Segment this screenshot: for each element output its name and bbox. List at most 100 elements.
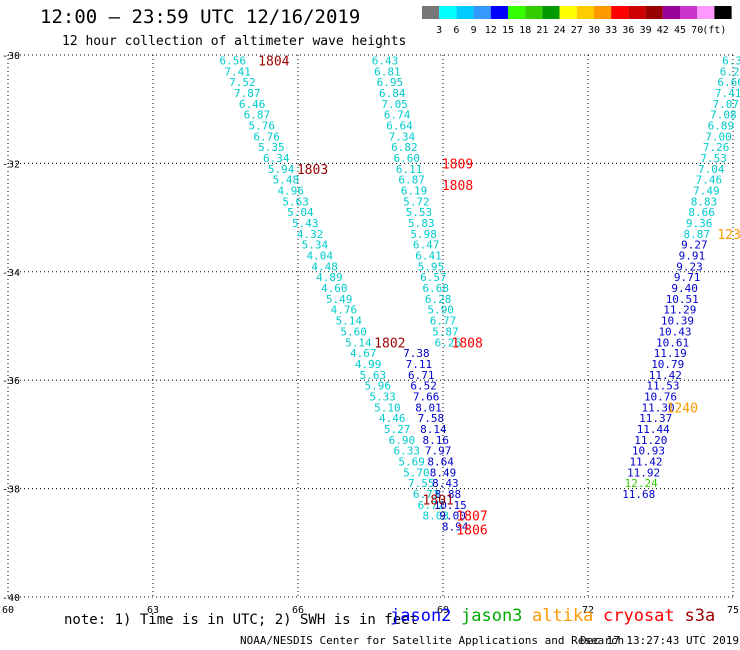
wave-height-value: 8.16 — [423, 434, 450, 447]
wave-height-value: 6.43 — [372, 54, 399, 67]
pass-label: 1806 — [456, 523, 487, 538]
wave-height-value: 5.33 — [369, 390, 396, 403]
wave-height-value: 6.81 — [374, 65, 401, 78]
colorbar-swatch — [645, 6, 663, 19]
y-tick-label: -38 — [2, 485, 20, 496]
wave-height-value: 4.99 — [355, 358, 382, 371]
wave-height-value: 6.87 — [244, 109, 271, 122]
wave-height-value: 10.51 — [666, 293, 699, 306]
mission-altika: altika — [532, 606, 594, 626]
wave-height-value: 8.66 — [688, 206, 715, 219]
wave-height-value: 6.71 — [408, 369, 435, 382]
x-tick-label: 66 — [292, 605, 304, 616]
wave-height-value: 7.55 — [408, 477, 435, 490]
wave-height-value: 6.64 — [386, 119, 413, 132]
wave-height-value: 10.39 — [661, 315, 694, 328]
wave-height-value: 8.49 — [430, 466, 457, 479]
footer-timestamp: Dec 17 13:27:43 UTC 2019 — [580, 634, 739, 647]
wave-height-value: 7.66 — [413, 390, 440, 403]
wave-height-value: 6.11 — [396, 163, 423, 176]
y-tick-label: -34 — [2, 268, 20, 279]
wave-height-value: 11.44 — [637, 423, 670, 436]
colorbar-label: 42 — [657, 25, 669, 36]
pass-label: 1239 — [717, 228, 740, 243]
colorbar-label: (ft) — [702, 25, 726, 36]
wave-height-value: 5.90 — [427, 304, 454, 317]
wave-height-value: 10.61 — [656, 336, 689, 349]
wave-height-value: 5.49 — [326, 293, 353, 306]
wave-height-value: 8.14 — [420, 423, 447, 436]
colorbar-swatch — [662, 6, 680, 19]
wave-height-value: 5.14 — [345, 336, 372, 349]
wave-height-value: 6.82 — [391, 141, 418, 154]
mission-jason3: jason3 — [461, 606, 523, 626]
wave-height-value: 6.19 — [401, 185, 428, 198]
wave-height-value: 4.67 — [350, 347, 377, 360]
mission-cryosat: cryosat — [603, 606, 675, 626]
wave-height-value: 9.00 — [439, 510, 466, 523]
wave-height-value: 6.25 — [720, 65, 740, 78]
y-tick-label: -36 — [2, 376, 20, 387]
wave-height-value: 5.43 — [292, 217, 319, 230]
wave-height-value: 7.58 — [418, 412, 445, 425]
colorbar: 3 6 9 12 15 18 21 24 27 30 33 36 39 42 45 70 (ft) — [422, 6, 732, 36]
wave-height-value: 4.46 — [379, 412, 406, 425]
wave-height-value: 5.14 — [336, 315, 363, 328]
pass-label: 1809 — [442, 157, 473, 172]
colorbar-swatch — [542, 6, 560, 19]
wave-height-value: 5.63 — [360, 369, 387, 382]
wave-height-value: 6.26 — [435, 336, 462, 349]
wave-height-value: 11.68 — [622, 488, 655, 501]
colorbar-swatch — [525, 6, 543, 19]
wave-height-value: 5.76 — [249, 119, 276, 132]
colorbar-swatch — [422, 6, 440, 19]
wave-height-value: 11.37 — [639, 412, 672, 425]
colorbar-swatch — [594, 6, 612, 19]
colorbar-label: 30 — [588, 25, 600, 36]
wave-height-value: 11.53 — [646, 380, 679, 393]
wave-height-value: 5.94 — [268, 163, 295, 176]
pass-label: 1802 — [374, 336, 405, 351]
x-tick-label: 75 — [727, 605, 739, 616]
y-tick-label: -30 — [2, 51, 20, 62]
colorbar-swatch — [628, 6, 646, 19]
wave-height-value: 10.76 — [644, 390, 677, 403]
wave-height-value: 4.32 — [297, 228, 324, 241]
wave-height-value: 9.71 — [674, 271, 701, 284]
wave-height-value: 7.41 — [715, 87, 740, 100]
pass-label: 1804 — [258, 54, 289, 69]
wave-height-value: 8.03 — [423, 510, 450, 523]
wave-height-value: 6.77 — [430, 315, 457, 328]
wave-height-value: 4.96 — [278, 185, 305, 198]
wave-height-value: 8.43 — [432, 477, 459, 490]
wave-height-value: 5.04 — [287, 206, 314, 219]
wave-height-value: 8.64 — [427, 456, 454, 469]
wave-height-value: 7.34 — [389, 130, 416, 143]
colorbar-label: 6 — [453, 25, 459, 36]
wave-height-value: 12.24 — [625, 477, 658, 490]
colorbar-swatch — [611, 6, 629, 19]
wave-height-value: 6.57 — [420, 271, 447, 284]
wave-height-value: 6.89 — [708, 119, 735, 132]
footer-credit: NOAA/NESDIS Center for Satellite Applica… — [240, 634, 625, 647]
wave-height-value: 5.27 — [384, 423, 411, 436]
wave-height-value: 5.34 — [302, 239, 329, 252]
wave-height-value: 11.42 — [649, 369, 682, 382]
wave-height-value: 5.83 — [408, 217, 435, 230]
wave-height-value: 6.33 — [394, 445, 421, 458]
colorbar-label: 36 — [622, 25, 634, 36]
wave-height-value: 5.98 — [410, 228, 437, 241]
wave-height-value: 5.35 — [258, 141, 285, 154]
wave-height-value: 6.74 — [384, 109, 411, 122]
colorbar-label: 3 — [436, 25, 442, 36]
colorbar-swatch — [680, 6, 698, 19]
colorbar-label: 45 — [674, 25, 686, 36]
wave-height-value: 6.66 — [717, 76, 740, 89]
wave-height-value: 6.56 — [220, 54, 247, 67]
wave-height-value: 6.47 — [413, 239, 440, 252]
wave-height-value: 5.70 — [403, 466, 430, 479]
wave-height-value: 4.76 — [331, 304, 358, 317]
wave-height-value: 4.89 — [316, 271, 343, 284]
colorbar-label: 39 — [640, 25, 652, 36]
colorbar-label: 24 — [554, 25, 566, 36]
